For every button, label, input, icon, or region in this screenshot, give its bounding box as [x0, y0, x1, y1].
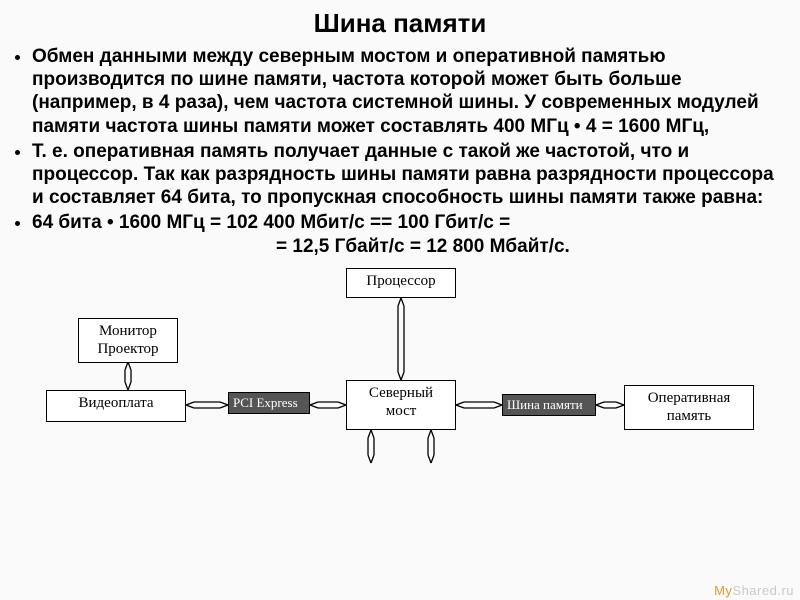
watermark-prefix: My — [714, 583, 732, 598]
node-monitor: МониторПроектор — [78, 318, 178, 363]
bullet-list: Обмен данными между северным мостом и оп… — [16, 45, 784, 234]
watermark-suffix: Shared.ru — [732, 583, 794, 598]
bullet-item: Т. е. оперативная память получает данные… — [32, 140, 784, 210]
diagram-arrows — [16, 268, 776, 468]
page-title: Шина памяти — [16, 8, 784, 39]
node-north: Северныймост — [346, 380, 456, 430]
node-cpu: Процессор — [346, 268, 456, 298]
bullet-item: Обмен данными между северным мостом и оп… — [32, 45, 784, 138]
node-video: Видеоплата — [46, 390, 186, 422]
bullet-item: 64 бита • 1600 МГц = 102 400 Мбит/с == 1… — [32, 211, 784, 234]
node-ram: Оперативнаяпамять — [624, 385, 754, 430]
label-pci: PCI Express — [228, 392, 310, 414]
bus-diagram: Процессор МониторПроектор Видеоплата Сев… — [16, 268, 776, 468]
watermark: MyShared.ru — [714, 583, 794, 598]
calc-continuation: = 12,5 Гбайт/с = 12 800 Мбайт/с. — [276, 236, 784, 258]
label-membus: Шина памяти — [502, 394, 596, 416]
